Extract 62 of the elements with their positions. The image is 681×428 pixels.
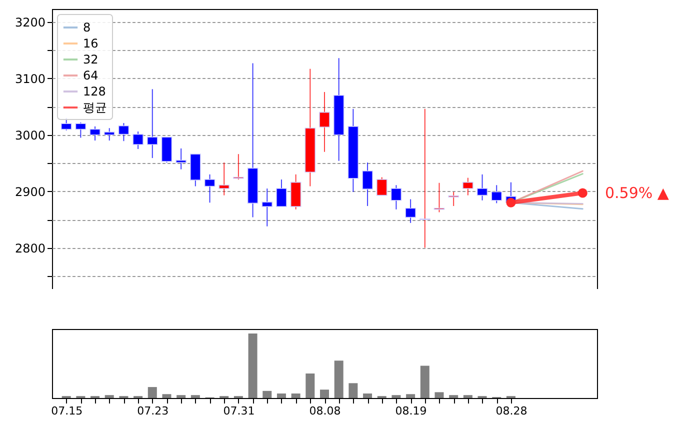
- bar: [162, 394, 172, 398]
- legend-label: 16: [83, 36, 98, 50]
- candlestick: [146, 88, 158, 159]
- bar: [420, 366, 430, 398]
- x-tick-label: 07.15: [51, 404, 83, 418]
- legend-label: 64: [83, 68, 98, 82]
- candlestick: [319, 91, 330, 152]
- candlestick: [276, 178, 287, 208]
- candlestick: [448, 191, 459, 207]
- bar: [434, 392, 444, 398]
- bar: [190, 395, 200, 398]
- candlestick: [491, 184, 502, 204]
- bar: [148, 387, 157, 398]
- bar: [363, 393, 372, 398]
- candlestick: [104, 128, 115, 142]
- bar: [320, 390, 329, 398]
- bar: [334, 360, 344, 398]
- x-tick-label: 08.28: [496, 404, 528, 418]
- bar: [449, 395, 458, 398]
- y-tick-label: 2800: [14, 241, 46, 256]
- y-tick-label: 3000: [14, 128, 46, 142]
- y-tick-label: 3200: [14, 15, 46, 30]
- candlestick: [60, 117, 72, 131]
- legend-label: 32: [83, 52, 98, 66]
- candlestick: [262, 188, 273, 227]
- candlestick: [405, 198, 416, 224]
- candlestick: [233, 154, 244, 180]
- candlestick: [90, 126, 100, 142]
- candlestick: [218, 162, 230, 196]
- bar: [176, 395, 186, 398]
- y-tick-label: 2900: [14, 184, 46, 199]
- x-tick-label: 07.23: [137, 404, 169, 418]
- text: 0.59% ▲: [605, 184, 670, 202]
- legend-label: 평균: [83, 100, 107, 114]
- bar: [248, 334, 258, 398]
- candlestick: [75, 122, 86, 138]
- bar: [406, 394, 416, 398]
- candlestick: [462, 177, 474, 196]
- candlestick: [434, 182, 445, 213]
- legend-label: 8: [83, 20, 91, 34]
- bar: [392, 395, 401, 398]
- bar: [276, 393, 286, 398]
- bar: [463, 395, 472, 398]
- candlestick: [419, 108, 430, 248]
- y-tick-label: 3100: [14, 72, 46, 86]
- candlestick: [132, 131, 144, 150]
- legend-label: 128: [83, 84, 106, 98]
- candlestick: [376, 176, 388, 196]
- bar: [104, 395, 114, 398]
- x-tick-label: 08.19: [395, 404, 427, 418]
- candlestick: [118, 122, 130, 142]
- candlestick: [204, 174, 216, 204]
- candlestick: [390, 184, 402, 210]
- candlestick: [476, 174, 488, 201]
- bar: [348, 383, 358, 398]
- bar: [306, 373, 315, 398]
- bar: [291, 393, 300, 398]
- bar: [262, 390, 272, 398]
- candlestick: [362, 162, 373, 207]
- candlestick: [176, 148, 186, 170]
- x-tick-label: 08.08: [309, 404, 341, 418]
- x-tick-label: 07.31: [223, 404, 255, 418]
